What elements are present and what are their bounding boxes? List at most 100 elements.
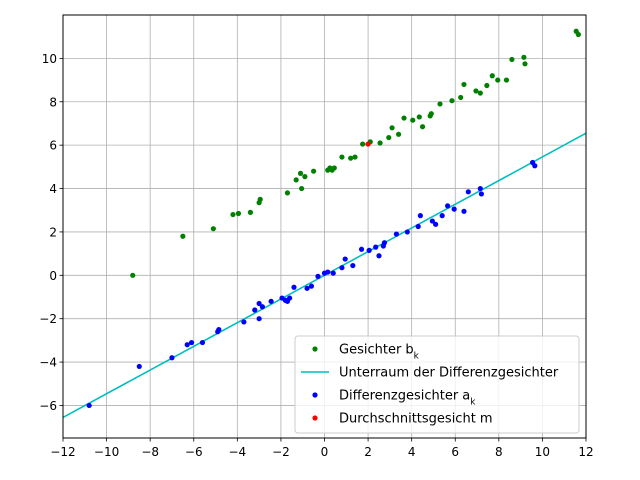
- legend-label-text: Unterraum der Differenzgesichter: [339, 366, 559, 381]
- difference-face-point: [259, 304, 265, 310]
- difference-face-point: [461, 208, 467, 214]
- points-layer: [86, 28, 581, 409]
- legend-point-swatch: [312, 346, 318, 352]
- face-point: [180, 233, 186, 239]
- face-point: [521, 54, 527, 60]
- face-point: [489, 73, 495, 79]
- difference-face-point: [358, 246, 365, 252]
- face-point: [437, 101, 443, 107]
- x-tick-label: −2: [272, 445, 290, 459]
- difference-face-point: [415, 223, 421, 230]
- difference-face-point: [199, 339, 206, 346]
- face-point: [428, 111, 434, 117]
- x-tick-label: 0: [321, 445, 329, 459]
- difference-face-point: [188, 339, 195, 346]
- difference-face-point: [241, 319, 247, 325]
- difference-face-point: [429, 218, 435, 224]
- difference-face-point: [252, 307, 258, 313]
- difference-face-point: [376, 253, 382, 259]
- face-point: [503, 77, 510, 83]
- legend-label-text: Gesichter b: [339, 343, 414, 358]
- face-point: [495, 77, 501, 83]
- face-point: [410, 117, 416, 123]
- y-tick-label: 6: [49, 139, 57, 153]
- x-tick-label: −8: [141, 445, 159, 459]
- face-point: [297, 170, 304, 176]
- x-tick-label: 12: [578, 445, 593, 459]
- x-tick-label: −12: [50, 445, 75, 459]
- plot-frame: [62, 14, 587, 439]
- face-point: [477, 90, 483, 96]
- face-point: [311, 168, 317, 174]
- face-point: [339, 154, 345, 160]
- face-point: [352, 154, 358, 160]
- y-tick-label: −2: [39, 312, 57, 326]
- y-tick-label: 10: [42, 52, 57, 66]
- difference-face-point: [291, 284, 297, 290]
- face-point: [484, 82, 490, 89]
- x-tick-label: 8: [495, 445, 503, 459]
- difference-face-point: [373, 244, 379, 250]
- face-point: [575, 31, 581, 38]
- difference-face-point: [256, 316, 262, 322]
- y-tick-label: −6: [39, 399, 57, 413]
- face-point: [416, 114, 422, 120]
- legend-label-subscript: k: [470, 398, 476, 408]
- difference-face-point: [451, 206, 457, 212]
- difference-face-point: [256, 300, 262, 307]
- difference-face-point: [366, 247, 372, 253]
- difference-face-point: [350, 262, 356, 269]
- face-point: [299, 185, 305, 192]
- y-tick-label: 4: [49, 182, 57, 196]
- face-point: [247, 209, 254, 215]
- x-tick-label: −10: [94, 445, 119, 459]
- face-point: [458, 94, 464, 101]
- face-point: [449, 98, 455, 104]
- face-point: [284, 190, 291, 196]
- difference-face-point: [330, 270, 336, 276]
- face-point: [230, 211, 236, 218]
- legend-label: Gesichter bk: [339, 343, 420, 362]
- axis-ticks: −12 −10 −8 −6 −4 −2 0 2 4 6 8 10 12 −6 −4 −2 0 2 4 6 8 10: [39, 52, 593, 459]
- face-point: [130, 272, 136, 278]
- legend-label: Unterraum der Differenzgesichter: [339, 366, 559, 381]
- x-tick-label: 2: [364, 445, 372, 459]
- face-point: [235, 210, 242, 217]
- difference-face-point: [477, 185, 483, 192]
- difference-face-point: [268, 298, 274, 304]
- difference-face-point: [433, 221, 439, 227]
- face-point: [331, 165, 337, 171]
- difference-face-point: [216, 326, 222, 333]
- difference-face-point: [393, 231, 400, 237]
- face-point: [389, 125, 395, 131]
- legend-label-text: Differenzgesichter a: [339, 389, 470, 404]
- face-point: [348, 155, 354, 161]
- difference-face-point: [136, 363, 142, 370]
- legend-label: Durchschnittsgesicht m: [339, 412, 493, 427]
- face-point: [257, 196, 263, 202]
- face-point: [395, 131, 402, 137]
- face-point: [509, 56, 515, 63]
- difference-face-point: [339, 265, 345, 271]
- difference-face-point: [308, 283, 315, 289]
- face-point: [419, 124, 426, 130]
- face-point: [302, 174, 308, 180]
- difference-face-point: [445, 203, 451, 209]
- legend-point-swatch: [312, 392, 318, 398]
- difference-face-point: [169, 355, 175, 361]
- difference-face-point: [404, 229, 410, 235]
- difference-face-point: [381, 240, 388, 246]
- y-tick-label: 2: [49, 225, 57, 239]
- x-tick-label: 4: [408, 445, 416, 459]
- x-tick-label: −4: [228, 445, 246, 459]
- x-tick-label: −6: [185, 445, 203, 459]
- difference-face-point: [287, 295, 293, 301]
- y-tick-label: 8: [49, 95, 57, 109]
- face-point: [377, 140, 383, 146]
- face-point: [401, 115, 407, 121]
- face-point: [461, 81, 467, 88]
- legend-box: [294, 335, 580, 434]
- y-tick-label: 0: [49, 269, 57, 283]
- mean-face-point: [365, 141, 371, 147]
- difference-face-point: [304, 285, 310, 291]
